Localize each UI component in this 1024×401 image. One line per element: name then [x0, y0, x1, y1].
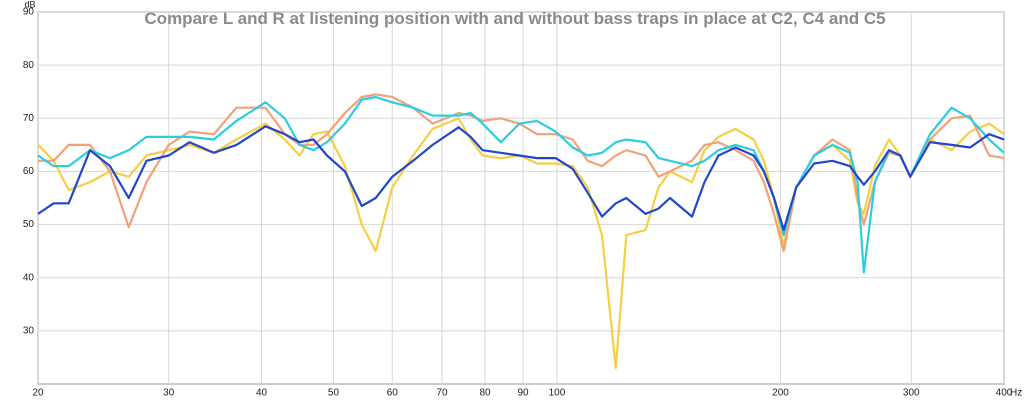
- series-line: [37, 95, 1005, 274]
- y-tick-label: 90: [23, 7, 35, 18]
- y-tick-label: 30: [23, 325, 35, 336]
- y-axis-label: dB: [24, 0, 35, 9]
- x-tick-label: 200: [772, 388, 789, 399]
- plot-area: [37, 11, 1005, 385]
- x-tick-label: 80: [479, 388, 491, 399]
- series-line: [37, 125, 1005, 231]
- x-tick-label: 30: [163, 388, 175, 399]
- y-tick-label: 80: [23, 60, 35, 71]
- x-tick-label: 40: [256, 388, 268, 399]
- y-tick-label: 70: [23, 113, 35, 124]
- x-axis-label: Hz: [1010, 388, 1022, 399]
- x-tick-label: 100: [549, 388, 566, 399]
- y-tick-label: 50: [23, 219, 35, 230]
- x-tick-label: 90: [517, 388, 529, 399]
- x-tick-label: 60: [387, 388, 399, 399]
- chart-title: Compare L and R at listening position wi…: [144, 9, 886, 28]
- y-tick-label: 60: [23, 166, 35, 177]
- x-tick-label: 20: [32, 388, 44, 399]
- x-tick-label: 70: [436, 388, 448, 399]
- x-tick-label: 400: [996, 388, 1013, 399]
- x-tick-label: 50: [328, 388, 340, 399]
- x-tick-label: 300: [903, 388, 920, 399]
- y-tick-label: 40: [23, 272, 35, 283]
